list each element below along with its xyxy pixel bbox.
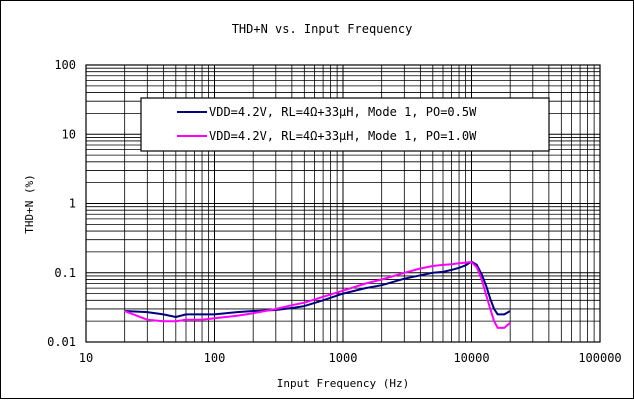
series-lines — [124, 260, 511, 329]
series-line-1 — [124, 260, 511, 318]
y-tick-label: 10 — [62, 127, 76, 141]
y-tick-label: 100 — [54, 58, 76, 72]
x-tick-label: 10 — [79, 351, 93, 365]
chart-title: THD+N vs. Input Frequency — [232, 22, 413, 36]
x-tick-label: 10000 — [453, 351, 489, 365]
legend: VDD=4.2V, RL=4Ω+33μH, Mode 1, PO=0.5W VD… — [140, 97, 550, 152]
legend-label-series-1: VDD=4.2V, RL=4Ω+33μH, Mode 1, PO=0.5W — [209, 105, 477, 119]
y-tick-label: 1 — [69, 197, 76, 211]
series-line-2 — [124, 261, 511, 329]
x-tick-label: 100000 — [578, 351, 621, 365]
x-tick-label: 100 — [204, 351, 226, 365]
legend-box — [140, 97, 550, 152]
x-tick-label: 1000 — [329, 351, 358, 365]
x-tick-labels: 10 100 1000 10000 100000 — [79, 351, 622, 365]
legend-label-series-2: VDD=4.2V, RL=4Ω+33μH, Mode 1, PO=1.0W — [209, 129, 477, 143]
plot-area-border — [85, 64, 601, 343]
y-axis-label: THD+N (%) — [23, 174, 36, 234]
x-axis-label: Input Frequency (Hz) — [277, 377, 409, 390]
y-tick-label: 0.01 — [47, 335, 76, 349]
y-tick-label: 0.1 — [54, 266, 76, 280]
y-tick-labels: 100 10 1 0.1 0.01 — [47, 58, 76, 349]
